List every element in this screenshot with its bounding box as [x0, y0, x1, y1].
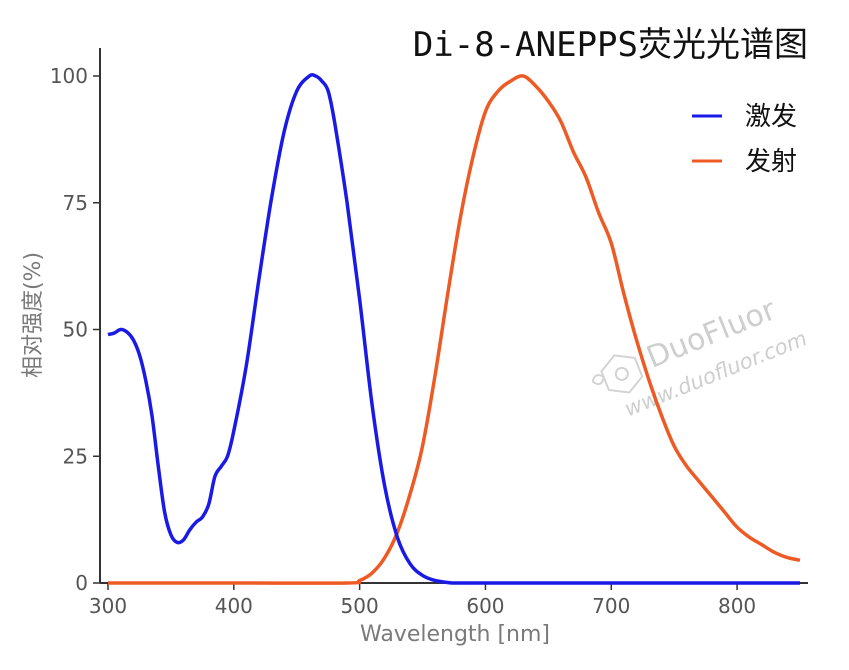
y-tick-label: 50 [63, 318, 88, 342]
watermark: DuoFluor www.duofluor.com [591, 292, 810, 421]
x-tick-label: 400 [215, 594, 253, 618]
legend-label-emission: 发射 [745, 147, 797, 177]
y-tick-label: 0 [75, 571, 88, 595]
ticks-layer: 300 400 500 600 700 800 0 25 50 75 100 [50, 64, 756, 618]
x-tick-label: 800 [718, 594, 756, 618]
x-axis-title: Wavelength [nm] [360, 622, 550, 647]
y-tick-label: 25 [63, 444, 88, 468]
y-tick-label: 75 [63, 191, 88, 215]
x-tick-label: 500 [341, 594, 379, 618]
x-tick-label: 700 [592, 594, 630, 618]
legend-label-excitation: 激发 [745, 102, 797, 132]
y-axis-title: 相对强度(%) [21, 252, 46, 378]
x-tick-label: 300 [89, 594, 127, 618]
legend: 激发 发射 [692, 102, 797, 177]
series-layer [107, 72, 801, 585]
y-tick-label: 100 [50, 64, 88, 88]
duofluor-logo-icon [591, 354, 644, 394]
chart-title: Di-8-ANEPPS荧光光谱图 [413, 25, 808, 65]
x-tick-label: 600 [466, 594, 504, 618]
excitation-series-line [107, 72, 800, 585]
